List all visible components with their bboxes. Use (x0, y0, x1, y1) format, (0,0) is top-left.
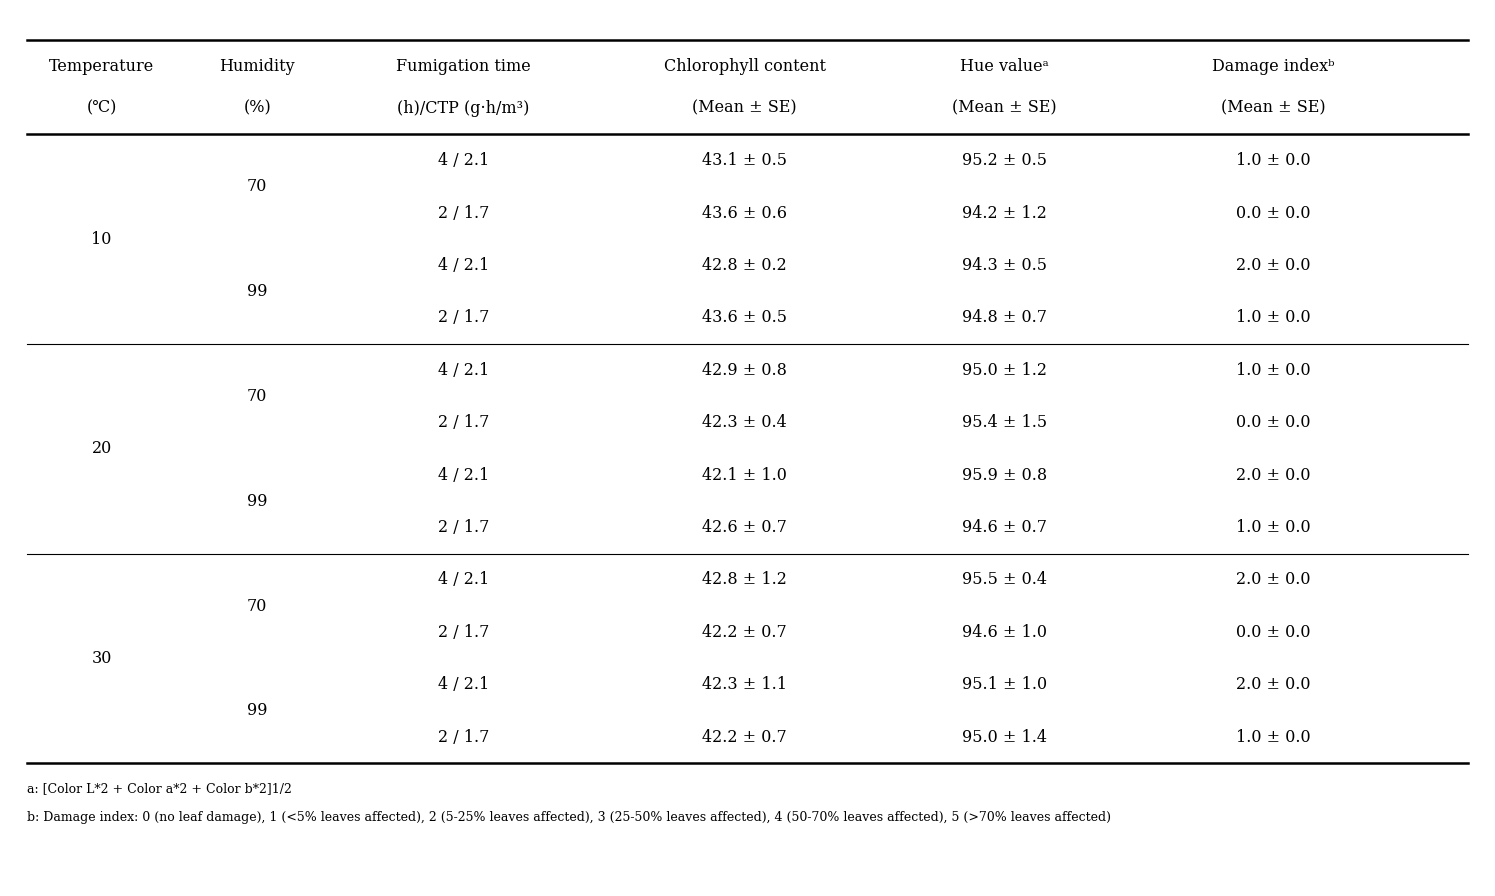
Text: 42.8 ± 0.2: 42.8 ± 0.2 (703, 257, 786, 274)
Text: 70: 70 (247, 598, 268, 615)
Text: 4 / 2.1: 4 / 2.1 (438, 676, 489, 694)
Text: 1.0 ± 0.0: 1.0 ± 0.0 (1236, 519, 1311, 536)
Text: 94.8 ± 0.7: 94.8 ± 0.7 (963, 309, 1046, 326)
Text: 42.3 ± 1.1: 42.3 ± 1.1 (703, 676, 786, 694)
Text: 94.3 ± 0.5: 94.3 ± 0.5 (963, 257, 1046, 274)
Text: Temperature: Temperature (49, 58, 154, 75)
Text: 2 / 1.7: 2 / 1.7 (438, 309, 489, 326)
Text: a: [Color L*2 + Color a*2 + Color b*2]1/2: a: [Color L*2 + Color a*2 + Color b*2]1/… (27, 782, 292, 795)
Text: 0.0 ± 0.0: 0.0 ± 0.0 (1236, 624, 1311, 641)
Text: 95.2 ± 0.5: 95.2 ± 0.5 (963, 152, 1046, 169)
Text: 1.0 ± 0.0: 1.0 ± 0.0 (1236, 309, 1311, 326)
Text: 95.4 ± 1.5: 95.4 ± 1.5 (963, 414, 1046, 431)
Text: 10: 10 (91, 231, 112, 247)
Text: 4 / 2.1: 4 / 2.1 (438, 572, 489, 589)
Text: 2 / 1.7: 2 / 1.7 (438, 414, 489, 431)
Text: 95.0 ± 1.4: 95.0 ± 1.4 (963, 728, 1046, 745)
Text: Chlorophyll content: Chlorophyll content (664, 58, 825, 75)
Text: 70: 70 (247, 178, 268, 195)
Text: 43.6 ± 0.6: 43.6 ± 0.6 (703, 204, 786, 221)
Text: 2 / 1.7: 2 / 1.7 (438, 519, 489, 536)
Text: 2.0 ± 0.0: 2.0 ± 0.0 (1236, 257, 1311, 274)
Text: 94.6 ± 0.7: 94.6 ± 0.7 (963, 519, 1046, 536)
Text: 2.0 ± 0.0: 2.0 ± 0.0 (1236, 676, 1311, 694)
Text: 43.6 ± 0.5: 43.6 ± 0.5 (703, 309, 786, 326)
Text: 94.2 ± 1.2: 94.2 ± 1.2 (963, 204, 1046, 221)
Text: 2 / 1.7: 2 / 1.7 (438, 624, 489, 641)
Text: 2.0 ± 0.0: 2.0 ± 0.0 (1236, 572, 1311, 589)
Text: 0.0 ± 0.0: 0.0 ± 0.0 (1236, 414, 1311, 431)
Text: 0.0 ± 0.0: 0.0 ± 0.0 (1236, 204, 1311, 221)
Text: 20: 20 (91, 441, 112, 457)
Text: 4 / 2.1: 4 / 2.1 (438, 152, 489, 169)
Text: (Mean ± SE): (Mean ± SE) (692, 99, 797, 116)
Text: 42.8 ± 1.2: 42.8 ± 1.2 (703, 572, 786, 589)
Text: 30: 30 (91, 650, 112, 667)
Text: 42.9 ± 0.8: 42.9 ± 0.8 (703, 362, 786, 379)
Text: 42.6 ± 0.7: 42.6 ± 0.7 (703, 519, 786, 536)
Text: 70: 70 (247, 388, 268, 405)
Text: 4 / 2.1: 4 / 2.1 (438, 467, 489, 484)
Text: 1.0 ± 0.0: 1.0 ± 0.0 (1236, 728, 1311, 745)
Text: 99: 99 (247, 283, 268, 300)
Text: (h)/CTP (g·h/m³): (h)/CTP (g·h/m³) (398, 99, 529, 116)
Text: 42.1 ± 1.0: 42.1 ± 1.0 (703, 467, 786, 484)
Text: (Mean ± SE): (Mean ± SE) (1221, 99, 1326, 116)
Text: b: Damage index: 0 (no leaf damage), 1 (<5% leaves affected), 2 (5-25% leaves af: b: Damage index: 0 (no leaf damage), 1 (… (27, 811, 1111, 823)
Text: 42.2 ± 0.7: 42.2 ± 0.7 (703, 728, 786, 745)
Text: 95.9 ± 0.8: 95.9 ± 0.8 (963, 467, 1046, 484)
Text: 99: 99 (247, 702, 268, 719)
Text: 4 / 2.1: 4 / 2.1 (438, 362, 489, 379)
Text: 4 / 2.1: 4 / 2.1 (438, 257, 489, 274)
Text: Humidity: Humidity (220, 58, 295, 75)
Text: 94.6 ± 1.0: 94.6 ± 1.0 (963, 624, 1046, 641)
Text: 2 / 1.7: 2 / 1.7 (438, 728, 489, 745)
Text: 42.3 ± 0.4: 42.3 ± 0.4 (703, 414, 786, 431)
Text: 99: 99 (247, 493, 268, 510)
Text: 95.0 ± 1.2: 95.0 ± 1.2 (963, 362, 1046, 379)
Text: (%): (%) (244, 99, 271, 116)
Text: 42.2 ± 0.7: 42.2 ± 0.7 (703, 624, 786, 641)
Text: (Mean ± SE): (Mean ± SE) (952, 99, 1057, 116)
Text: 95.5 ± 0.4: 95.5 ± 0.4 (963, 572, 1046, 589)
Text: 43.1 ± 0.5: 43.1 ± 0.5 (703, 152, 786, 169)
Text: 1.0 ± 0.0: 1.0 ± 0.0 (1236, 362, 1311, 379)
Text: Hue valueᵃ: Hue valueᵃ (960, 58, 1049, 75)
Text: 1.0 ± 0.0: 1.0 ± 0.0 (1236, 152, 1311, 169)
Text: 2.0 ± 0.0: 2.0 ± 0.0 (1236, 467, 1311, 484)
Text: (℃): (℃) (87, 99, 117, 116)
Text: Damage indexᵇ: Damage indexᵇ (1212, 58, 1335, 75)
Text: 95.1 ± 1.0: 95.1 ± 1.0 (963, 676, 1046, 694)
Text: Fumigation time: Fumigation time (396, 58, 531, 75)
Text: 2 / 1.7: 2 / 1.7 (438, 204, 489, 221)
